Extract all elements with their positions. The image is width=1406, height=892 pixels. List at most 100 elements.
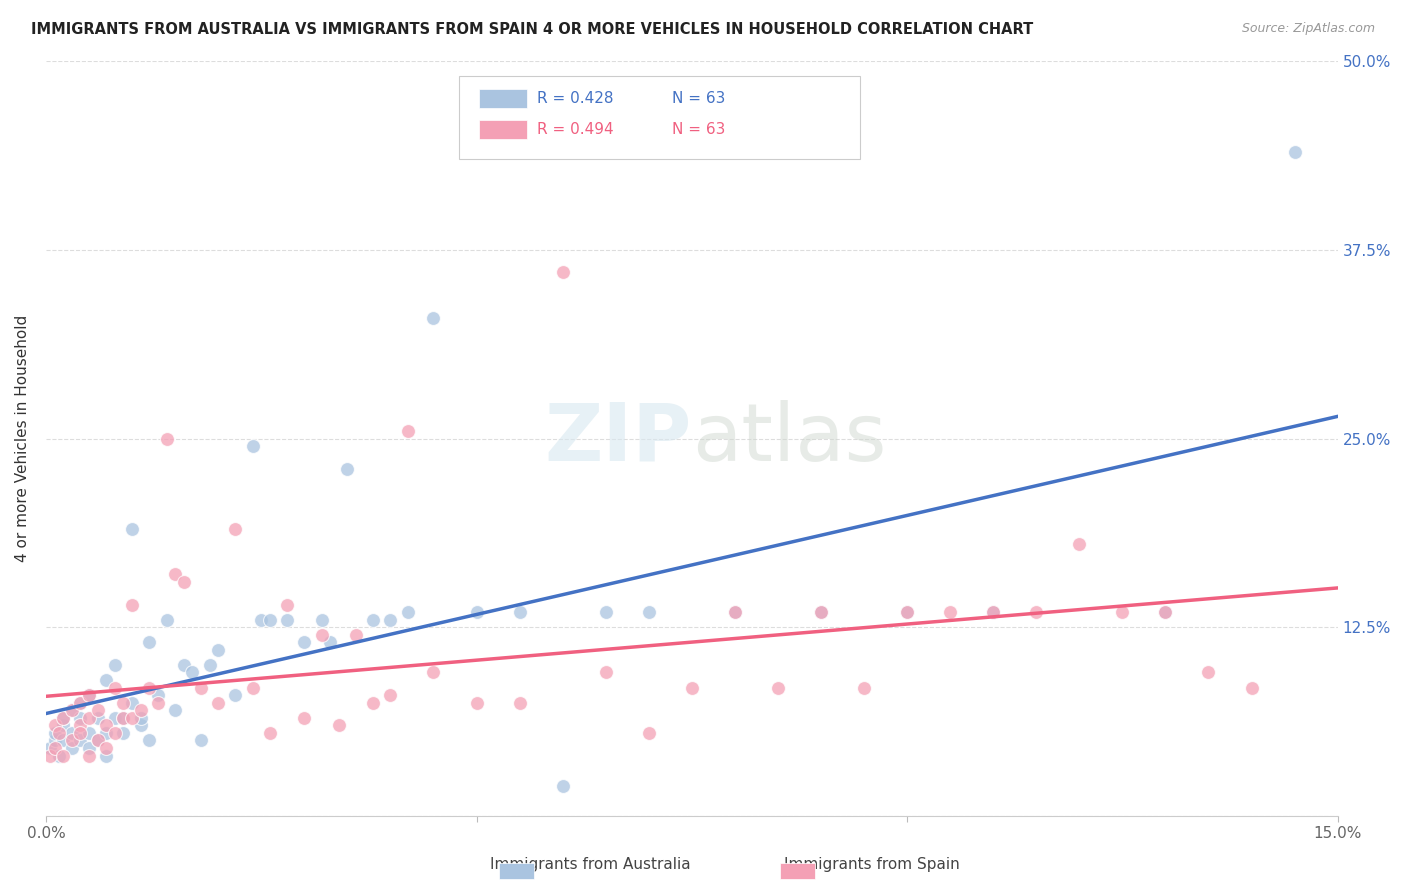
Point [96, 741, 118, 756]
Point [896, 605, 918, 619]
Point [77, 726, 100, 740]
Point [344, 628, 367, 642]
Point [52, 711, 75, 725]
Point [595, 665, 617, 680]
Point [60, 741, 83, 756]
Point [551, 265, 574, 279]
Point [1284, 145, 1306, 159]
Point [60, 726, 83, 740]
Point [380, 688, 402, 702]
Point [60, 733, 83, 747]
Point [52, 748, 75, 763]
FancyBboxPatch shape [460, 76, 859, 160]
Point [1240, 681, 1263, 695]
Point [1111, 605, 1133, 619]
Point [39, 748, 62, 763]
Point [69, 733, 91, 747]
Point [146, 696, 169, 710]
Point [361, 696, 384, 710]
Point [1198, 665, 1220, 680]
Point [121, 711, 143, 725]
Point [292, 711, 315, 725]
Point [724, 605, 747, 619]
Text: ZIP: ZIP [544, 400, 692, 477]
Point [181, 665, 204, 680]
Point [96, 673, 118, 687]
Point [112, 711, 135, 725]
Point [173, 574, 195, 589]
Point [595, 605, 617, 619]
Point [48, 726, 70, 740]
Point [1154, 605, 1177, 619]
Point [96, 718, 118, 732]
Point [259, 613, 281, 627]
Point [173, 657, 195, 672]
Point [637, 605, 659, 619]
Point [276, 598, 298, 612]
Point [104, 726, 127, 740]
Text: N = 63: N = 63 [672, 121, 725, 136]
Point [422, 665, 444, 680]
Point [77, 688, 100, 702]
Point [52, 718, 75, 732]
Point [380, 613, 402, 627]
Point [1154, 605, 1177, 619]
Point [311, 628, 333, 642]
Point [86, 733, 108, 747]
Point [311, 613, 333, 627]
Point [250, 613, 273, 627]
Point [104, 681, 127, 695]
Point [198, 657, 221, 672]
Point [86, 733, 108, 747]
Point [155, 432, 177, 446]
Point [52, 711, 75, 725]
Point [207, 696, 229, 710]
Point [146, 688, 169, 702]
Point [224, 522, 246, 536]
Point [1025, 605, 1047, 619]
Point [190, 733, 212, 747]
Point [939, 605, 962, 619]
Point [129, 718, 152, 732]
Point [48, 748, 70, 763]
Point [39, 741, 62, 756]
Text: Immigrants from Australia: Immigrants from Australia [491, 857, 690, 872]
Point [112, 696, 135, 710]
Y-axis label: 4 or more Vehicles in Household: 4 or more Vehicles in Household [15, 315, 30, 562]
Point [112, 711, 135, 725]
Point [69, 696, 91, 710]
Point [138, 733, 160, 747]
Point [69, 696, 91, 710]
Point [981, 605, 1004, 619]
Point [44, 741, 66, 756]
Point [810, 605, 832, 619]
Point [52, 733, 75, 747]
Point [77, 688, 100, 702]
Point [44, 718, 66, 732]
Point [981, 605, 1004, 619]
Point [336, 461, 359, 475]
Point [190, 681, 212, 695]
Point [810, 605, 832, 619]
Point [165, 703, 187, 717]
Point [396, 605, 419, 619]
Point [69, 711, 91, 725]
Point [77, 711, 100, 725]
Point [896, 605, 918, 619]
Point [121, 598, 143, 612]
Point [96, 748, 118, 763]
Point [165, 567, 187, 582]
Point [422, 310, 444, 325]
Text: Source: ZipAtlas.com: Source: ZipAtlas.com [1241, 22, 1375, 36]
Point [465, 605, 488, 619]
Point [724, 605, 747, 619]
Point [465, 696, 488, 710]
Point [509, 605, 531, 619]
Point [396, 424, 419, 438]
Point [60, 703, 83, 717]
Text: R = 0.428: R = 0.428 [537, 91, 613, 106]
Point [361, 613, 384, 627]
Point [681, 681, 703, 695]
Point [44, 726, 66, 740]
Point [259, 726, 281, 740]
